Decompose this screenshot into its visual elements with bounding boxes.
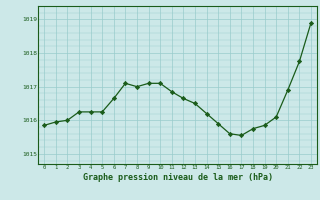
X-axis label: Graphe pression niveau de la mer (hPa): Graphe pression niveau de la mer (hPa) bbox=[83, 173, 273, 182]
